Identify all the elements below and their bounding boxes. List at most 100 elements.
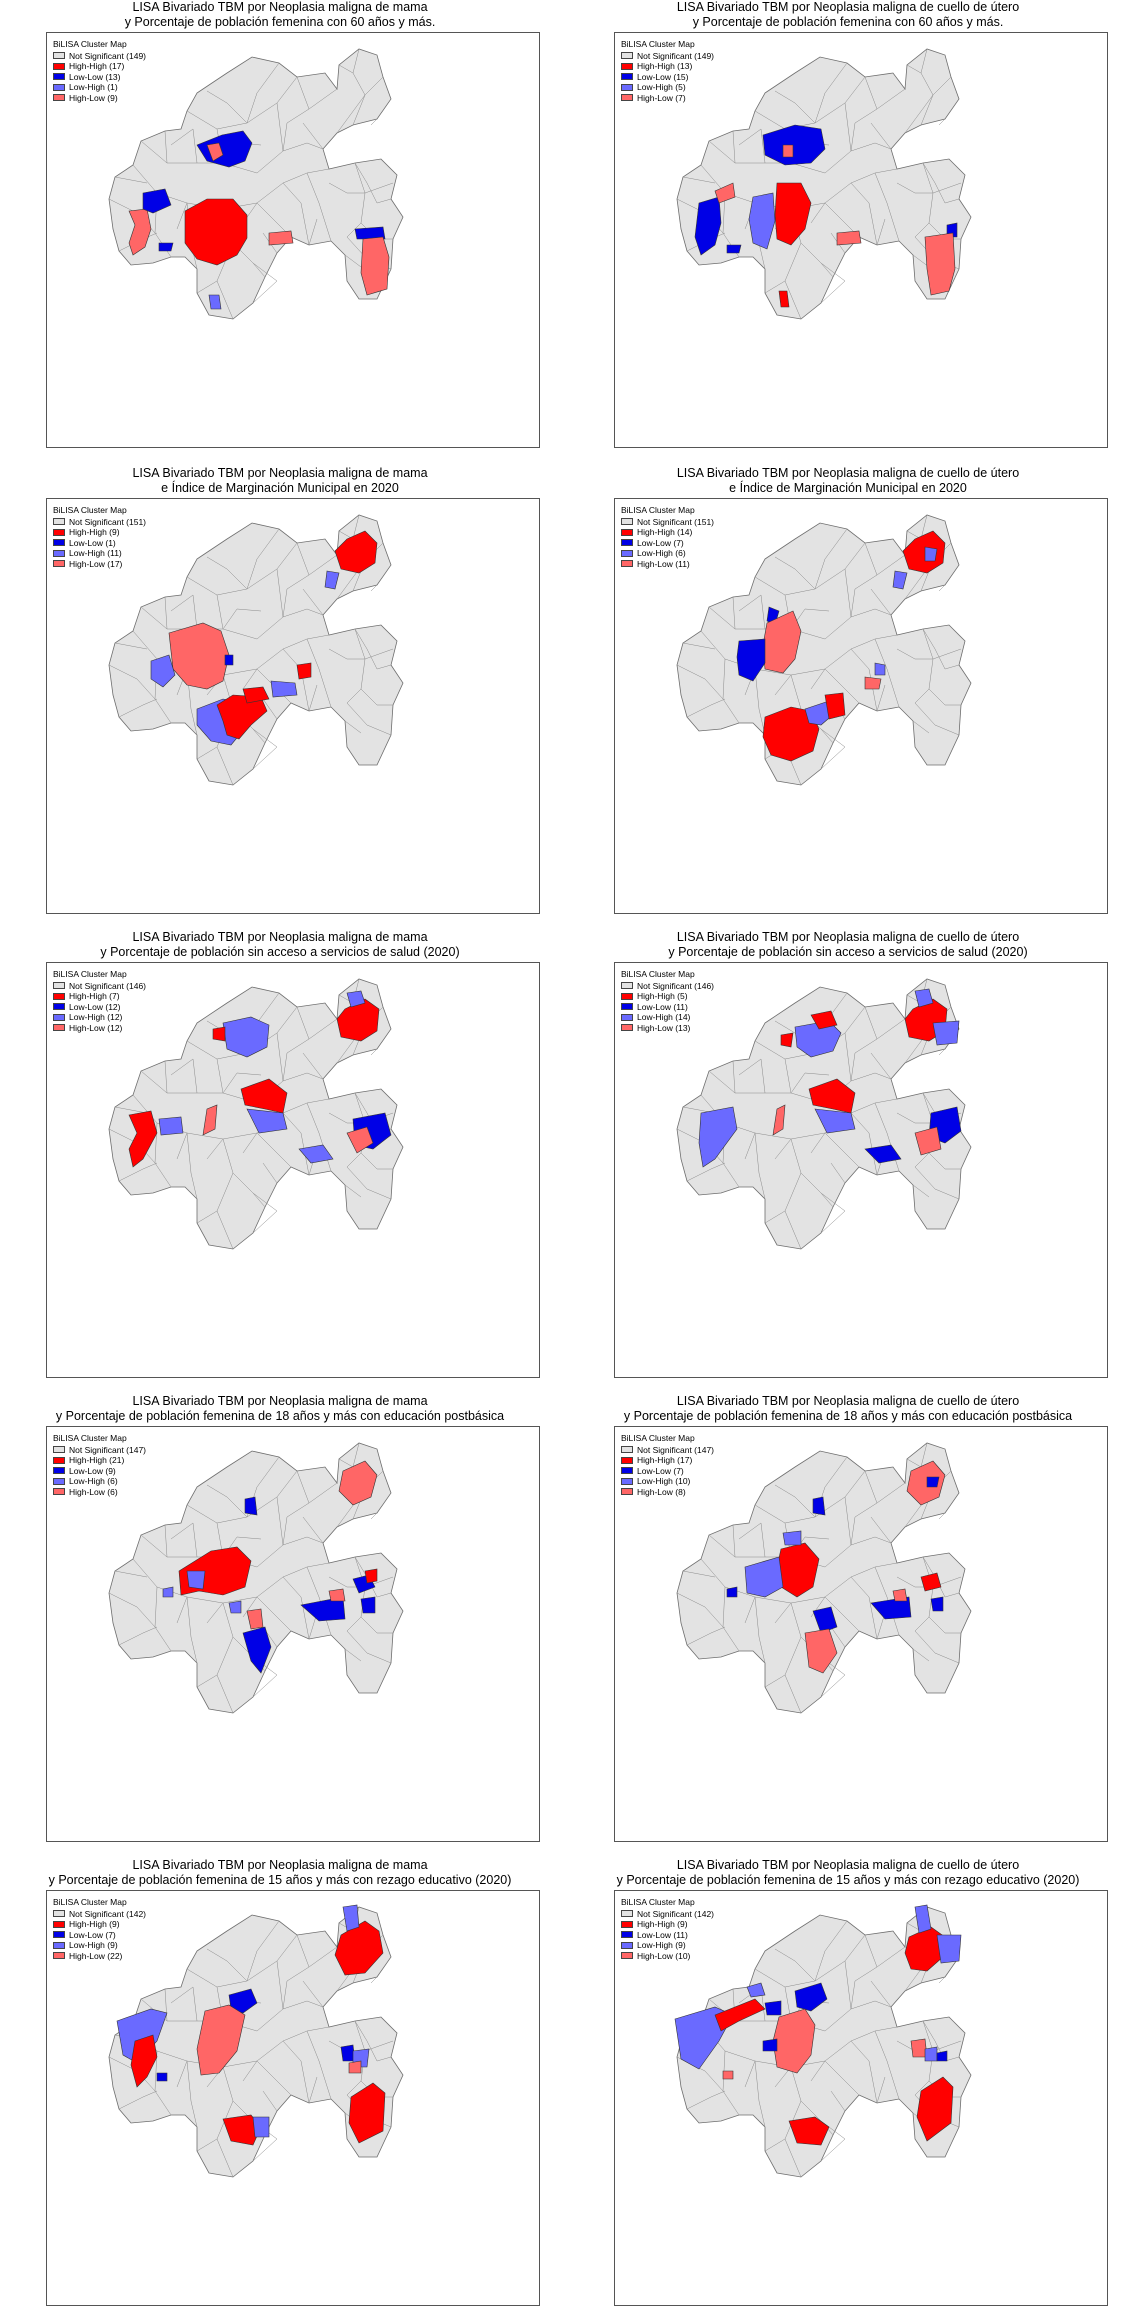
- cluster-low-high: [270, 680, 298, 698]
- cluster-high-low: [772, 1104, 786, 1136]
- cluster-low-low: [726, 1586, 738, 1598]
- cluster-low-low: [196, 130, 253, 168]
- legend: BiLISA Cluster Map Not Significant (147)…: [53, 1433, 146, 1497]
- map-panel-6: LISA Bivariado TBM por Neoplasia maligna…: [574, 930, 1122, 1378]
- cluster-low-high: [324, 570, 340, 590]
- cluster-high-low: [864, 676, 882, 690]
- cluster-high-high: [212, 1026, 226, 1042]
- legend-item-high-low: High-Low (22): [53, 1951, 146, 1962]
- cluster-low-low: [726, 244, 742, 254]
- cluster-high-low: [346, 1126, 374, 1154]
- legend: BiLISA Cluster Map Not Significant (142)…: [53, 1897, 146, 1961]
- legend-item-low-low: Low-Low (11): [621, 1002, 714, 1013]
- cluster-low-high: [782, 1530, 802, 1546]
- legend-item-not-significant: Not Significant (146): [621, 981, 714, 992]
- map-frame: BiLISA Cluster Map Not Significant (149)…: [614, 32, 1108, 448]
- legend-item-not-significant: Not Significant (146): [53, 981, 146, 992]
- cluster-low-low: [158, 242, 174, 252]
- cluster-high-high: [778, 290, 790, 308]
- legend-title: BiLISA Cluster Map: [53, 1433, 127, 1443]
- cluster-high-high: [902, 530, 946, 574]
- cluster-low-high: [892, 570, 908, 590]
- legend-title: BiLISA Cluster Map: [53, 39, 127, 49]
- legend-item-low-low: Low-Low (7): [621, 538, 714, 549]
- legend-item-high-high: High-High (9): [621, 1919, 714, 1930]
- cluster-high-low: [914, 1126, 942, 1156]
- legend-title: BiLISA Cluster Map: [53, 1897, 127, 1907]
- map-panel-3: LISA Bivariado TBM por Neoplasia maligna…: [6, 466, 554, 914]
- cluster-high-high: [364, 1568, 378, 1584]
- legend: BiLISA Cluster Map Not Significant (146)…: [53, 969, 146, 1033]
- legend-item-high-high: High-High (5): [621, 991, 714, 1002]
- cluster-high-high: [184, 198, 248, 266]
- panel-title: LISA Bivariado TBM por Neoplasia maligna…: [668, 930, 1028, 959]
- cluster-high-low: [128, 208, 152, 256]
- legend: BiLISA Cluster Map Not Significant (149)…: [621, 39, 714, 103]
- cluster-high-high: [920, 1572, 942, 1592]
- legend-title: BiLISA Cluster Map: [621, 505, 695, 515]
- map-frame: BiLISA Cluster Map Not Significant (147)…: [614, 1426, 1108, 1842]
- cluster-high-high: [916, 2076, 954, 2142]
- legend-item-not-significant: Not Significant (147): [53, 1445, 146, 1456]
- cluster-low-low: [360, 1596, 376, 1614]
- cluster-low-low: [812, 1496, 826, 1516]
- legend-item-low-high: Low-High (6): [53, 1476, 146, 1487]
- cluster-low-low: [736, 638, 766, 682]
- legend-item-high-high: High-High (13): [621, 61, 714, 72]
- cluster-low-low: [812, 1606, 838, 1634]
- legend-item-high-low: High-Low (6): [53, 1487, 146, 1498]
- legend-item-high-low: High-Low (9): [53, 93, 146, 104]
- cluster-low-high: [744, 1556, 784, 1598]
- panel-title: LISA Bivariado TBM por Neoplasia maligna…: [124, 0, 436, 29]
- legend-item-not-significant: Not Significant (149): [53, 51, 146, 62]
- cluster-low-high: [914, 1904, 932, 1934]
- cluster-high-low: [892, 1588, 908, 1602]
- cluster-low-high: [698, 1106, 738, 1168]
- cluster-high-low: [360, 236, 390, 296]
- cluster-low-low: [242, 1626, 272, 1674]
- legend-item-high-low: High-Low (17): [53, 559, 146, 570]
- cluster-low-high: [158, 1116, 184, 1136]
- legend-item-not-significant: Not Significant (149): [621, 51, 714, 62]
- map-frame: BiLISA Cluster Map Not Significant (146)…: [614, 962, 1108, 1378]
- cluster-high-low: [338, 1460, 378, 1506]
- cluster-high-low: [268, 230, 294, 246]
- legend-item-high-high: High-High (9): [53, 1919, 146, 1930]
- cluster-low-low: [300, 1596, 346, 1622]
- map-frame: BiLISA Cluster Map Not Significant (142)…: [614, 1890, 1108, 2306]
- map-panel-5: LISA Bivariado TBM por Neoplasia maligna…: [6, 930, 554, 1378]
- panel-title: LISA Bivariado TBM por Neoplasia maligna…: [616, 1858, 1080, 1887]
- cluster-low-high: [874, 662, 886, 676]
- cluster-low-low: [244, 1496, 258, 1516]
- cluster-high-high: [128, 1110, 158, 1168]
- choropleth-map: [108, 978, 404, 1250]
- legend-item-low-high: Low-High (1): [53, 82, 146, 93]
- legend-item-high-high: High-High (7): [53, 991, 146, 1002]
- cluster-low-high: [162, 1586, 174, 1598]
- legend-item-low-low: Low-Low (11): [621, 1930, 714, 1941]
- map-frame: BiLISA Cluster Map Not Significant (147)…: [46, 1426, 540, 1842]
- panel-title: LISA Bivariado TBM por Neoplasia maligna…: [132, 466, 428, 495]
- legend: BiLISA Cluster Map Not Significant (149)…: [53, 39, 146, 103]
- cluster-high-low: [196, 2004, 246, 2076]
- cluster-high-low: [804, 1628, 838, 1674]
- legend-item-high-high: High-High (17): [53, 61, 146, 72]
- cluster-high-low: [924, 232, 956, 296]
- legend-item-not-significant: Not Significant (147): [621, 1445, 714, 1456]
- legend-item-low-low: Low-Low (9): [53, 1466, 146, 1477]
- cluster-low-high: [116, 2008, 168, 2064]
- map-frame: BiLISA Cluster Map Not Significant (146)…: [46, 962, 540, 1378]
- map-panel-9: LISA Bivariado TBM por Neoplasia maligna…: [6, 1858, 554, 2306]
- choropleth-map: [108, 1904, 404, 2178]
- cluster-high-low: [328, 1588, 346, 1602]
- cluster-low-high: [208, 294, 222, 310]
- legend-item-high-low: High-Low (13): [621, 1023, 714, 1034]
- legend: BiLISA Cluster Map Not Significant (146)…: [621, 969, 714, 1033]
- choropleth-map: [108, 48, 404, 320]
- map-frame: BiLISA Cluster Map Not Significant (151)…: [46, 498, 540, 914]
- legend-title: BiLISA Cluster Map: [621, 1897, 695, 1907]
- cluster-high-low: [836, 230, 862, 246]
- cluster-high-low: [722, 2070, 734, 2080]
- cluster-low-high: [932, 1020, 960, 1046]
- legend-item-high-low: High-Low (8): [621, 1487, 714, 1498]
